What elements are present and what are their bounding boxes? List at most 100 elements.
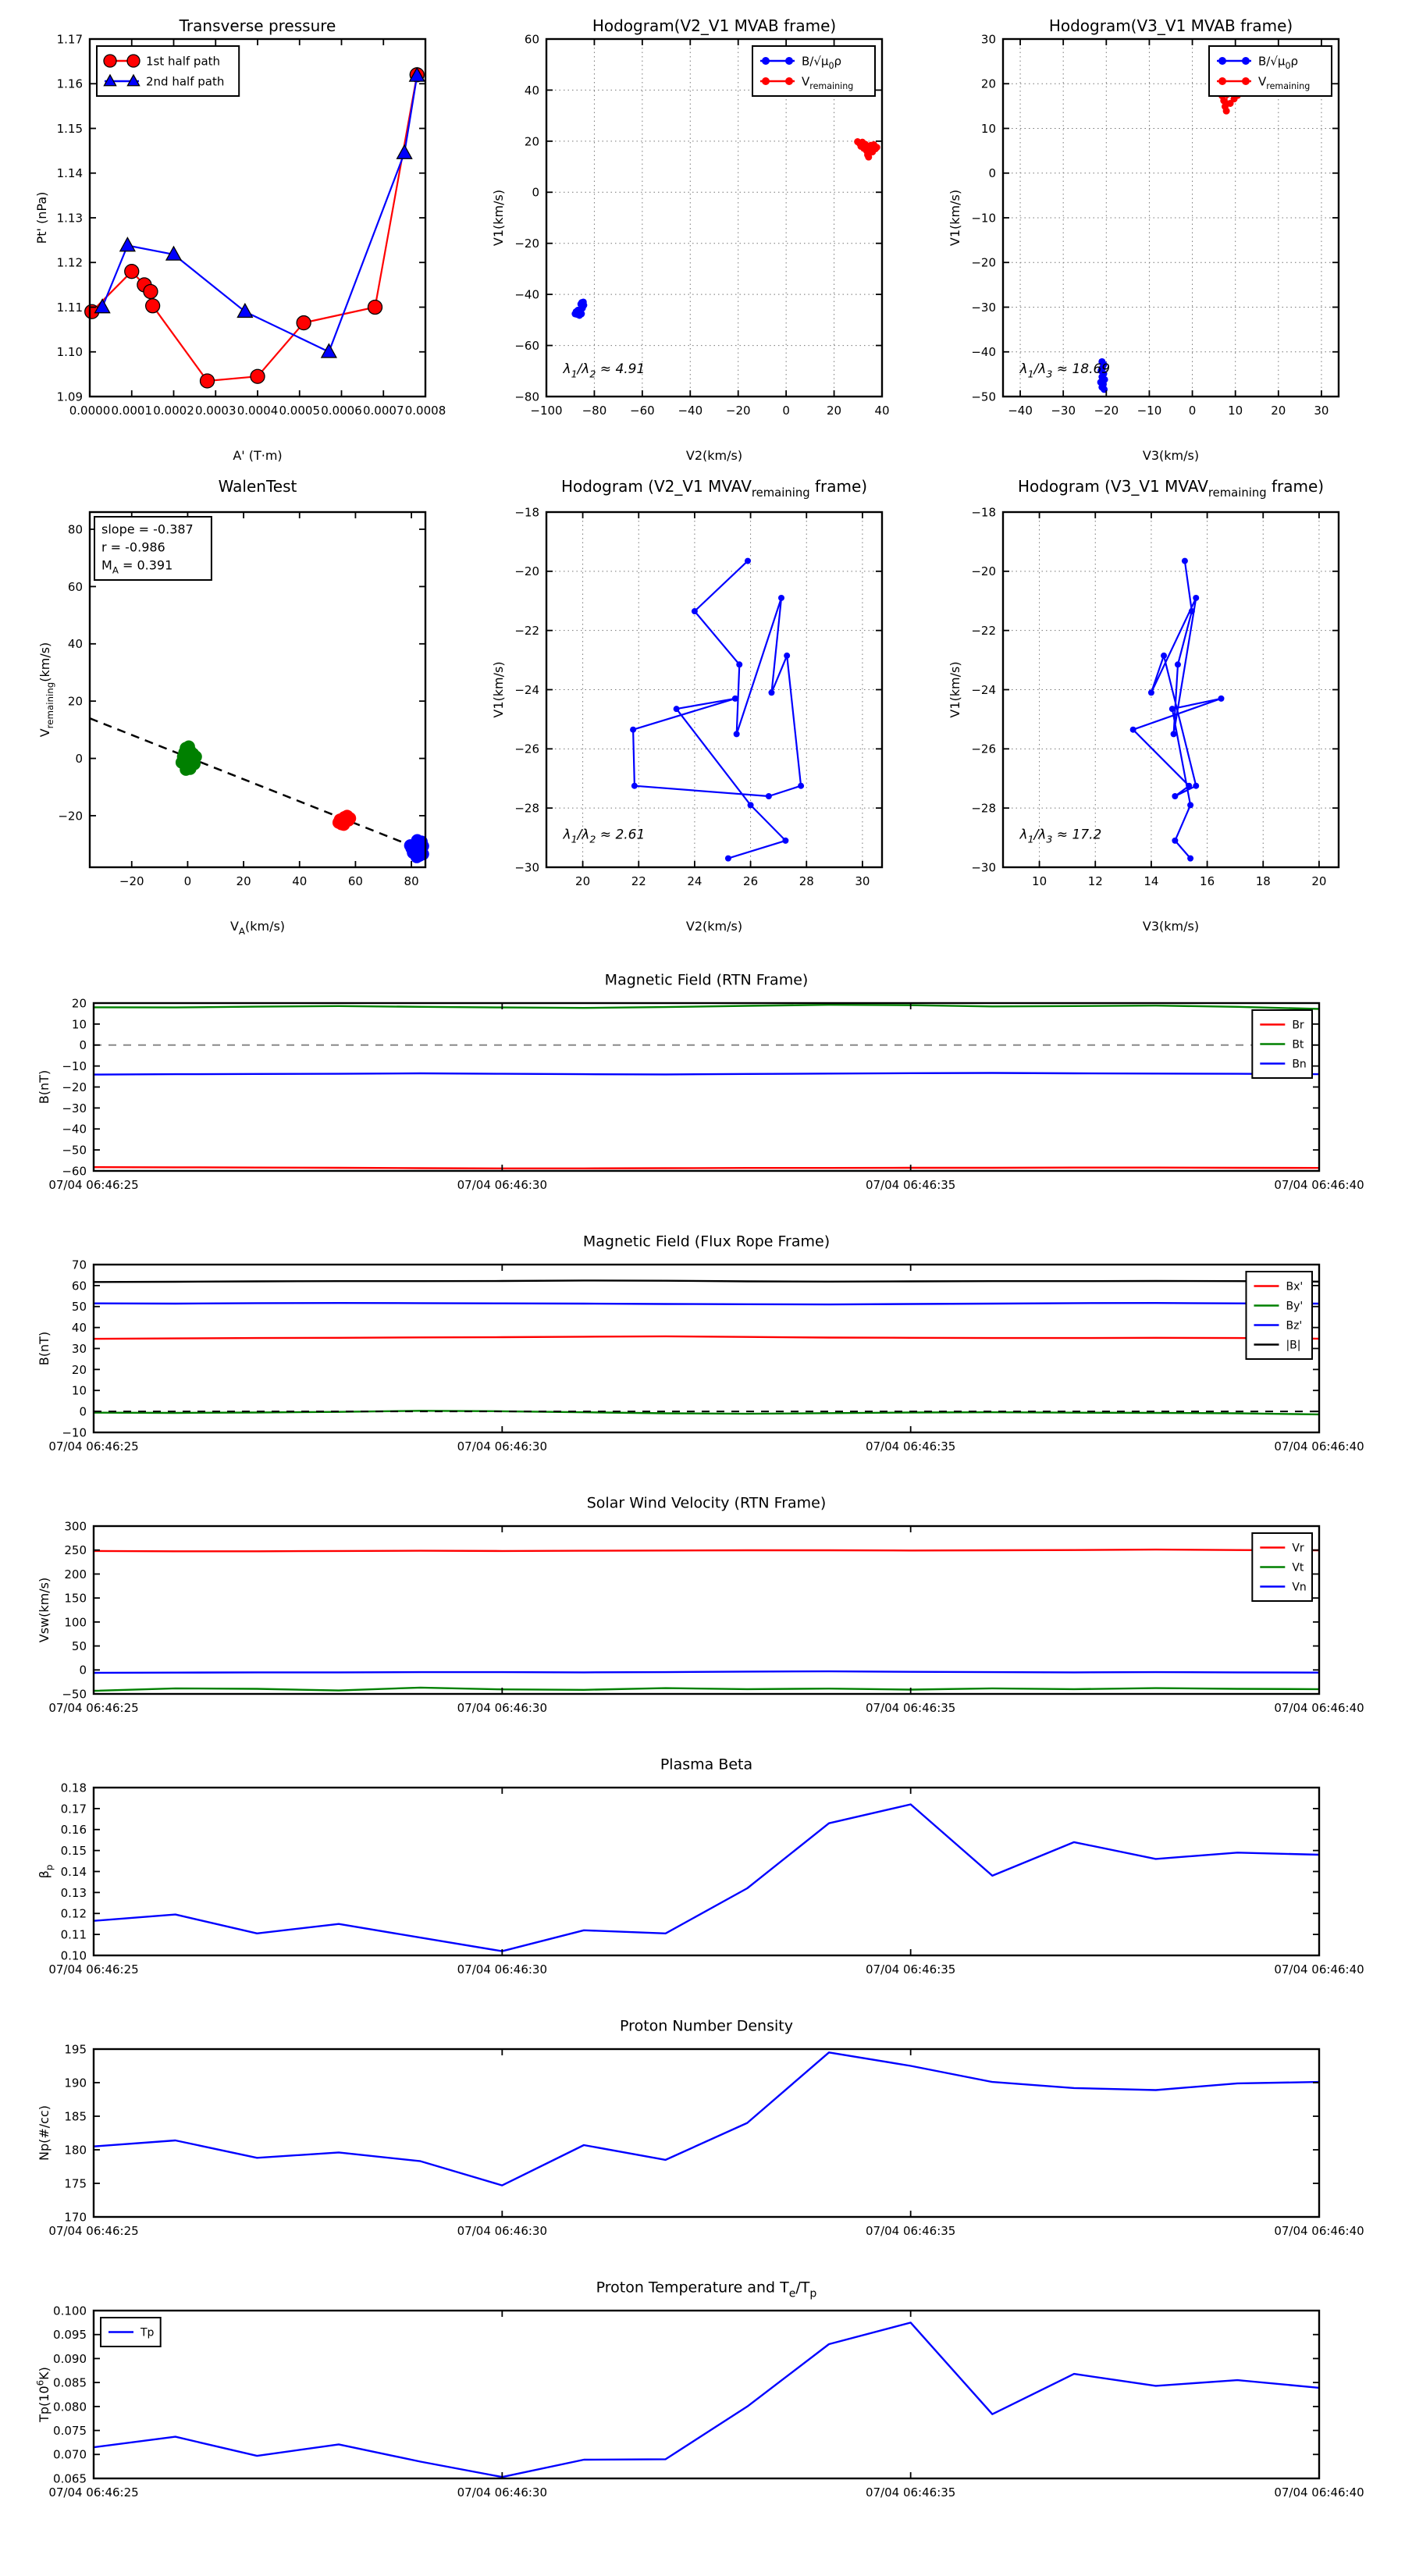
- svg-text:07/04 06:46:35: 07/04 06:46:35: [866, 2485, 955, 2500]
- svg-text:40: 40: [292, 874, 307, 888]
- svg-text:Br: Br: [1292, 1019, 1304, 1032]
- svg-text:150: 150: [64, 1592, 87, 1606]
- svg-text:0: 0: [988, 166, 996, 180]
- svg-text:10: 10: [981, 122, 996, 136]
- svg-text:−30: −30: [514, 860, 539, 874]
- svg-text:0.0008: 0.0008: [405, 404, 446, 418]
- svg-text:80: 80: [404, 874, 419, 888]
- svg-text:07/04 06:46:35: 07/04 06:46:35: [866, 1439, 955, 1453]
- svg-text:07/04 06:46:30: 07/04 06:46:30: [457, 1701, 547, 1715]
- svg-text:20: 20: [72, 1363, 87, 1377]
- svg-text:Bz': Bz': [1286, 1320, 1302, 1332]
- svg-text:1.14: 1.14: [57, 166, 83, 180]
- svg-text:07/04 06:46:25: 07/04 06:46:25: [48, 1962, 138, 1976]
- svg-text:slope = -0.387: slope = -0.387: [101, 522, 194, 537]
- svg-text:V1(km/s): V1(km/s): [491, 661, 506, 717]
- svg-text:−20: −20: [726, 404, 751, 418]
- svg-text:V1(km/s): V1(km/s): [948, 190, 962, 246]
- chart-solar-wind-velocity: 07/04 06:46:25 07/04 06:46:30 07/04 06:46:…: [37, 1495, 1364, 1715]
- chart-hodogram-v2v1-mvab: −100 −80 −60 −40 −20 0 20 40−80−60−40−200204060…: [491, 16, 890, 463]
- svg-text:30: 30: [1314, 404, 1329, 418]
- svg-text:175: 175: [64, 2176, 87, 2190]
- svg-text:0.17: 0.17: [61, 1802, 87, 1816]
- svg-text:λ1/λ3 ≈ 17.2: λ1/λ3 ≈ 17.2: [1019, 827, 1102, 845]
- svg-text:40: 40: [874, 404, 889, 418]
- svg-text:07/04 06:46:30: 07/04 06:46:30: [457, 1439, 547, 1453]
- svg-text:λ1/λ2 ≈ 2.61: λ1/λ2 ≈ 2.61: [563, 827, 646, 845]
- svg-text:0.0003: 0.0003: [195, 404, 237, 418]
- svg-text:Bx': Bx': [1286, 1281, 1303, 1293]
- svg-text:λ1/λ2 ≈ 4.91: λ1/λ2 ≈ 4.91: [563, 361, 646, 379]
- chart-magnetic-field-rtn: 07/04 06:46:25 07/04 06:46:30 07/04 06:46:…: [37, 972, 1364, 1192]
- svg-text:−40: −40: [678, 404, 702, 418]
- svg-text:1.15: 1.15: [57, 122, 83, 136]
- chart-proton-temperature: 07/04 06:46:25 07/04 06:46:30 07/04 06:46:…: [34, 2279, 1364, 2500]
- svg-text:14: 14: [1144, 874, 1158, 888]
- svg-text:07/04 06:46:30: 07/04 06:46:30: [457, 2485, 547, 2500]
- svg-text:−80: −80: [514, 390, 539, 404]
- svg-text:250: 250: [64, 1543, 87, 1557]
- chart-hodogram-v3v1-mvav: 10 12 14 16 18 20 −30 −28 −26 −24 −22 −20 −18 Hodogra…: [948, 477, 1340, 934]
- svg-text:−60: −60: [62, 1164, 87, 1178]
- svg-text:B/√μ0ρ: B/√μ0ρ: [1258, 54, 1298, 71]
- svg-text:Hodogram(V2_V1 MVAB frame): Hodogram(V2_V1 MVAB frame): [592, 16, 836, 35]
- svg-text:10: 10: [1228, 404, 1243, 418]
- svg-text:0.070: 0.070: [53, 2448, 87, 2462]
- svg-text:−40: −40: [1008, 404, 1033, 418]
- svg-text:40: 40: [72, 1321, 87, 1335]
- svg-text:20: 20: [1271, 404, 1286, 418]
- chart-proton-density: 07/04 06:46:25 07/04 06:46:30 07/04 06:46:…: [37, 2018, 1364, 2238]
- svg-text:80: 80: [68, 522, 83, 536]
- svg-text:−50: −50: [62, 1687, 87, 1701]
- svg-text:1.12: 1.12: [57, 256, 83, 270]
- svg-text:−10: −10: [62, 1425, 87, 1439]
- svg-text:−20: −20: [514, 237, 539, 251]
- svg-text:0.0001: 0.0001: [112, 404, 153, 418]
- chart-hodogram-v2v1-mvav: 20 22 24 26 28 30 −30 −28 −26 −24 −22 −20 −18 Hodogra…: [491, 477, 884, 934]
- svg-text:20: 20: [575, 874, 590, 888]
- svg-text:Vt: Vt: [1292, 1562, 1304, 1574]
- svg-text:−20: −20: [119, 874, 144, 888]
- svg-text:Vsw(km/s): Vsw(km/s): [37, 1578, 52, 1642]
- svg-text:18: 18: [1256, 874, 1271, 888]
- svg-text:20: 20: [827, 404, 841, 418]
- svg-text:0: 0: [75, 752, 83, 766]
- svg-text:Magnetic Field (RTN Frame): Magnetic Field (RTN Frame): [605, 972, 809, 989]
- svg-text:0.080: 0.080: [53, 2400, 87, 2414]
- svg-text:V1(km/s): V1(km/s): [948, 661, 962, 717]
- svg-text:300: 300: [64, 1519, 87, 1533]
- svg-text:−30: −30: [62, 1101, 87, 1115]
- svg-text:1.11: 1.11: [57, 301, 83, 315]
- svg-text:r = -0.986: r = -0.986: [101, 540, 165, 555]
- svg-text:30: 30: [72, 1342, 87, 1356]
- svg-text:VA(km/s): VA(km/s): [230, 919, 285, 937]
- svg-text:0.085: 0.085: [53, 2376, 87, 2390]
- svg-text:Hodogram(V3_V1 MVAB frame): Hodogram(V3_V1 MVAB frame): [1049, 16, 1293, 35]
- svg-text:Vremaining(km/s): Vremaining(km/s): [37, 642, 55, 738]
- svg-text:Vr: Vr: [1292, 1542, 1304, 1555]
- svg-text:0.090: 0.090: [53, 2352, 87, 2366]
- svg-text:−24: −24: [514, 683, 539, 697]
- svg-text:2nd half path: 2nd half path: [146, 74, 224, 88]
- svg-text:50: 50: [72, 1639, 87, 1653]
- svg-text:WalenTest: WalenTest: [219, 477, 297, 496]
- svg-text:Tp: Tp: [140, 2327, 155, 2339]
- svg-text:30: 30: [855, 874, 870, 888]
- svg-text:0.15: 0.15: [61, 1844, 87, 1858]
- chart-plasma-beta: 07/04 06:46:25 07/04 06:46:30 07/04 06:46:…: [37, 1756, 1364, 1976]
- svg-text:1.16: 1.16: [57, 77, 83, 91]
- svg-text:−30: −30: [1051, 404, 1076, 418]
- svg-text:−10: −10: [971, 211, 996, 225]
- svg-text:07/04 06:46:25: 07/04 06:46:25: [48, 1439, 138, 1453]
- svg-text:0.0005: 0.0005: [279, 404, 321, 418]
- svg-text:Hodogram (V3_V1 MVAVremaining: Hodogram (V3_V1 MVAVremaining frame): [1018, 477, 1324, 500]
- svg-text:0.100: 0.100: [53, 2304, 87, 2318]
- svg-text:Pt' (nPa): Pt' (nPa): [34, 192, 49, 244]
- svg-text:Proton Number Density: Proton Number Density: [620, 2018, 793, 2035]
- svg-text:Vremaining: Vremaining: [802, 74, 853, 91]
- svg-text:Solar Wind Velocity (RTN Frame: Solar Wind Velocity (RTN Frame): [587, 1495, 827, 1512]
- svg-text:0.0000: 0.0000: [69, 404, 111, 418]
- svg-text:Proton Temperature and Te/Tp: Proton Temperature and Te/Tp: [596, 2279, 817, 2300]
- svg-text:26: 26: [743, 874, 758, 888]
